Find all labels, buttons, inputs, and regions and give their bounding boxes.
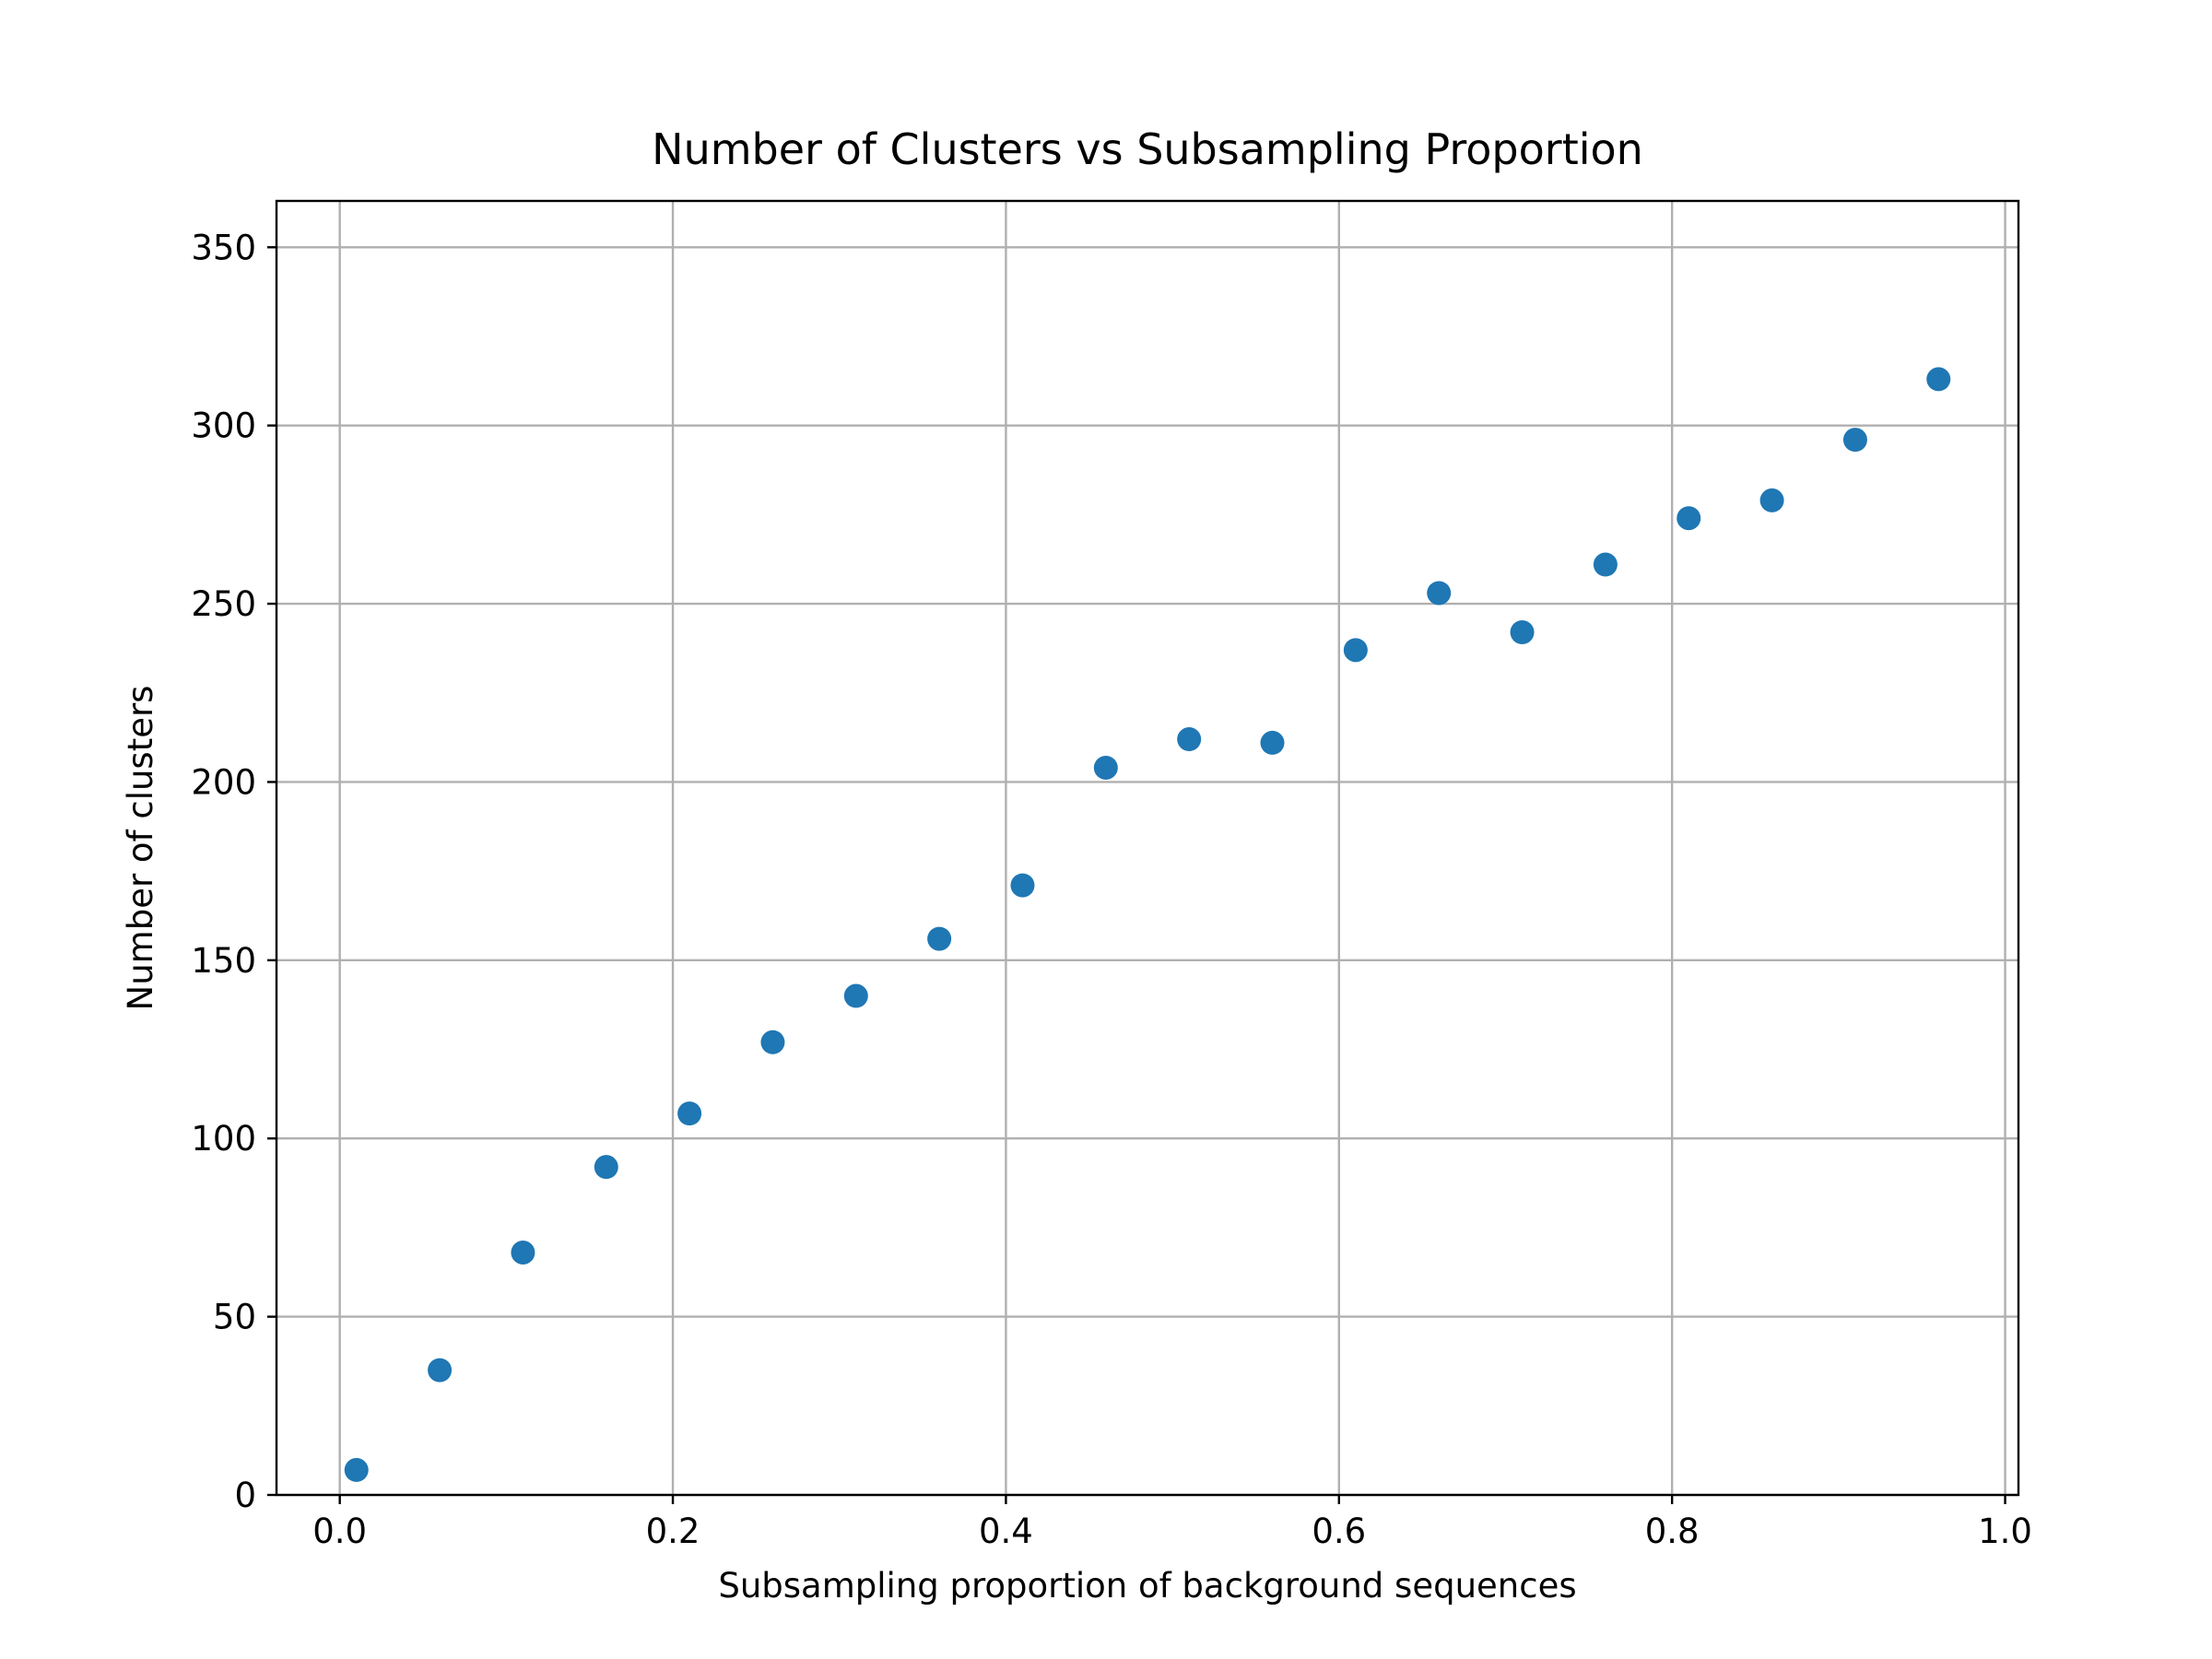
data-point (1593, 552, 1618, 577)
x-axis-label: Subsampling proportion of background seq… (718, 1566, 1576, 1606)
x-tick-label: 0.8 (1645, 1512, 1700, 1551)
data-point (1677, 506, 1701, 531)
y-tick-label: 50 (213, 1298, 256, 1337)
data-point (1177, 727, 1202, 752)
data-point (511, 1240, 535, 1265)
y-tick-label: 300 (191, 406, 256, 446)
data-point (428, 1358, 453, 1382)
data-point (594, 1155, 618, 1180)
x-axis-ticks: 0.0 0.2 0.4 0.6 0.8 1.0 (312, 1495, 2032, 1551)
x-tick-label: 0.0 (312, 1512, 367, 1551)
chart-title: Number of Clusters vs Subsampling Propor… (652, 124, 1643, 174)
data-point (1343, 638, 1368, 663)
x-tick-label: 0.6 (1312, 1512, 1366, 1551)
y-tick-label: 0 (234, 1476, 256, 1515)
data-point (760, 1030, 785, 1054)
y-tick-label: 150 (191, 941, 256, 981)
data-point (677, 1101, 702, 1126)
y-tick-label: 200 (191, 762, 256, 802)
y-tick-label: 250 (191, 584, 256, 624)
data-point (1260, 730, 1285, 755)
data-point (1510, 620, 1535, 644)
data-point (1010, 873, 1035, 898)
y-tick-label: 350 (191, 228, 256, 267)
grid (276, 201, 2018, 1497)
data-point (1926, 367, 1951, 392)
x-tick-label: 0.2 (646, 1512, 700, 1551)
data-point (1842, 428, 1867, 453)
data-point (843, 983, 868, 1008)
data-point (344, 1457, 369, 1482)
y-tick-label: 100 (191, 1119, 256, 1159)
y-axis-label: Number of clusters (121, 686, 160, 1011)
x-tick-label: 1.0 (1978, 1512, 2032, 1551)
data-point (1427, 581, 1452, 606)
x-tick-label: 0.4 (979, 1512, 1033, 1551)
data-point (1093, 755, 1118, 780)
data-points (344, 367, 1951, 1482)
data-point (927, 926, 952, 951)
y-axis-ticks: 0 50 100 150 200 250 300 350 (191, 228, 276, 1515)
plot-frame (275, 199, 2020, 1497)
data-point (1759, 488, 1784, 512)
